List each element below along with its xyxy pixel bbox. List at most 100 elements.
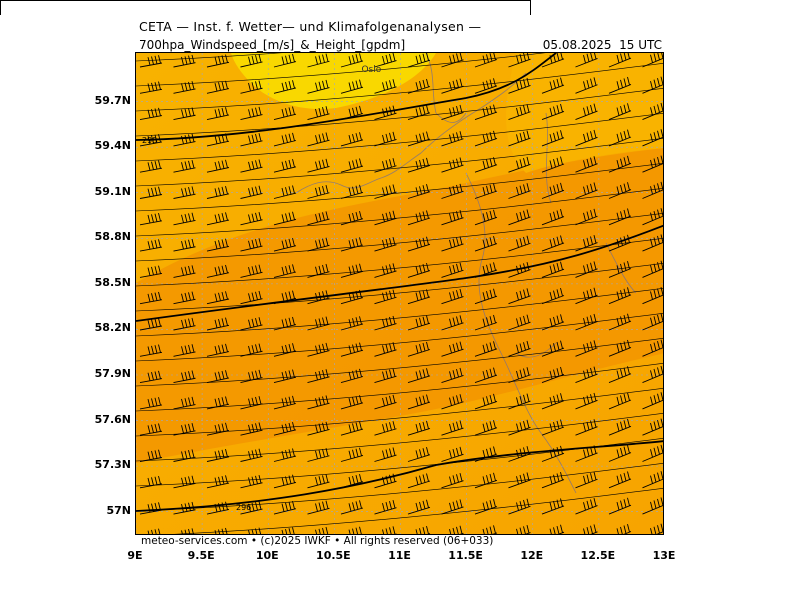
wind-barb	[441, 210, 464, 226]
wind-barb	[575, 53, 598, 68]
wind-barb	[340, 500, 364, 515]
wind-barb	[307, 53, 330, 68]
height-contour-thin	[136, 53, 282, 62]
wind-barb	[407, 262, 431, 278]
wind-barb	[407, 131, 431, 147]
wind-barb	[240, 422, 263, 436]
wind-barb	[139, 475, 163, 489]
wind-core-yellow	[231, 53, 436, 109]
wind-barb	[374, 473, 397, 489]
wind-barb	[441, 78, 464, 94]
wind-barb	[340, 474, 364, 489]
city-label-oslo: Oslo	[361, 65, 381, 75]
map-title: CETA — Inst. f. Wetter— und Klimafolgena…	[139, 19, 482, 34]
wind-barb	[407, 289, 431, 305]
height-contour-thin	[136, 212, 663, 262]
wind-barb	[541, 340, 565, 357]
latitude-tick-label: 58.8N	[94, 230, 131, 244]
wind-barb	[575, 471, 598, 489]
wind-barb	[374, 184, 397, 199]
wind-barb	[482, 525, 498, 534]
wind-barb	[575, 129, 598, 147]
wind-barb	[474, 209, 498, 226]
wind-barb	[374, 210, 397, 226]
wind-barb	[206, 370, 230, 384]
wind-barb	[541, 53, 565, 68]
wind-band-dark	[136, 148, 663, 463]
wind-barb	[139, 107, 163, 121]
wind-barb	[541, 209, 565, 226]
wind-barb	[139, 212, 163, 226]
longitude-tick-label: 13E	[652, 549, 676, 562]
wind-barb	[374, 394, 397, 410]
height-contour-main	[136, 53, 557, 141]
wind-barb	[642, 471, 663, 489]
wind-barb	[307, 79, 330, 94]
wind-barb	[340, 421, 364, 436]
wind-barb	[374, 289, 397, 305]
wind-barb	[206, 80, 230, 94]
wind-barb	[139, 81, 163, 94]
wind-barb	[173, 423, 196, 436]
wind-barb	[173, 107, 196, 121]
wind-barb	[273, 211, 297, 226]
wind-barb	[608, 313, 632, 331]
wind-barb	[173, 344, 196, 357]
wind-barb	[139, 186, 163, 199]
wind-barb	[340, 105, 364, 121]
wind-barb	[374, 131, 397, 147]
wind-barb	[374, 499, 397, 515]
longitude-tick-label: 10E	[255, 549, 279, 562]
longitude-tick-label: 9.5E	[187, 549, 215, 562]
wind-barb	[340, 263, 364, 278]
wind-barb	[173, 160, 196, 173]
height-contour-thin	[136, 53, 546, 87]
wind-barb	[340, 211, 364, 226]
wind-barb	[206, 107, 230, 121]
wind-barb	[407, 368, 431, 384]
wind-barb	[474, 157, 498, 173]
wind-barb	[307, 316, 330, 331]
wind-barb	[374, 368, 397, 384]
wind-barb	[642, 497, 663, 515]
wind-barb	[173, 212, 196, 226]
wind-barb	[273, 474, 297, 489]
wind-barb	[407, 473, 431, 489]
wind-barb	[541, 156, 565, 173]
wind-barb	[642, 234, 663, 252]
wind-barb	[441, 183, 464, 199]
latitude-tick-label: 57.9N	[94, 367, 131, 380]
height-contour-thin	[136, 112, 663, 162]
wind-barb	[642, 208, 663, 226]
wind-barb	[407, 420, 431, 436]
wind-barb	[340, 132, 364, 147]
wind-barb	[139, 291, 163, 305]
wind-barb	[407, 315, 431, 331]
wind-barb	[583, 524, 598, 534]
wind-barb	[374, 421, 397, 436]
wind-barb	[474, 236, 498, 252]
height-contour-thin	[136, 287, 663, 337]
wind-barb	[474, 288, 498, 305]
wind-barb	[642, 313, 663, 331]
wind-barb	[516, 524, 531, 534]
wind-barb	[173, 81, 196, 94]
latitude-tick-label: 58.5N	[94, 275, 131, 289]
wind-barb	[273, 264, 297, 278]
wind-barb	[340, 237, 364, 252]
wind-barb	[575, 366, 598, 384]
wind-barb	[273, 132, 297, 147]
wind-barb	[608, 497, 632, 515]
wind-barb	[541, 261, 565, 278]
height-contour-thin	[136, 162, 663, 212]
wind-barb	[173, 317, 196, 331]
wind-barb	[608, 366, 632, 384]
wind-barb	[340, 289, 364, 305]
wind-barb	[340, 368, 364, 384]
height-contour-thin	[136, 337, 663, 387]
wind-barb	[240, 133, 263, 147]
wind-barb	[173, 291, 196, 305]
wind-barb	[441, 236, 464, 252]
wind-barb	[374, 342, 397, 357]
map-plot-area: Oslo 298 296	[135, 52, 664, 535]
